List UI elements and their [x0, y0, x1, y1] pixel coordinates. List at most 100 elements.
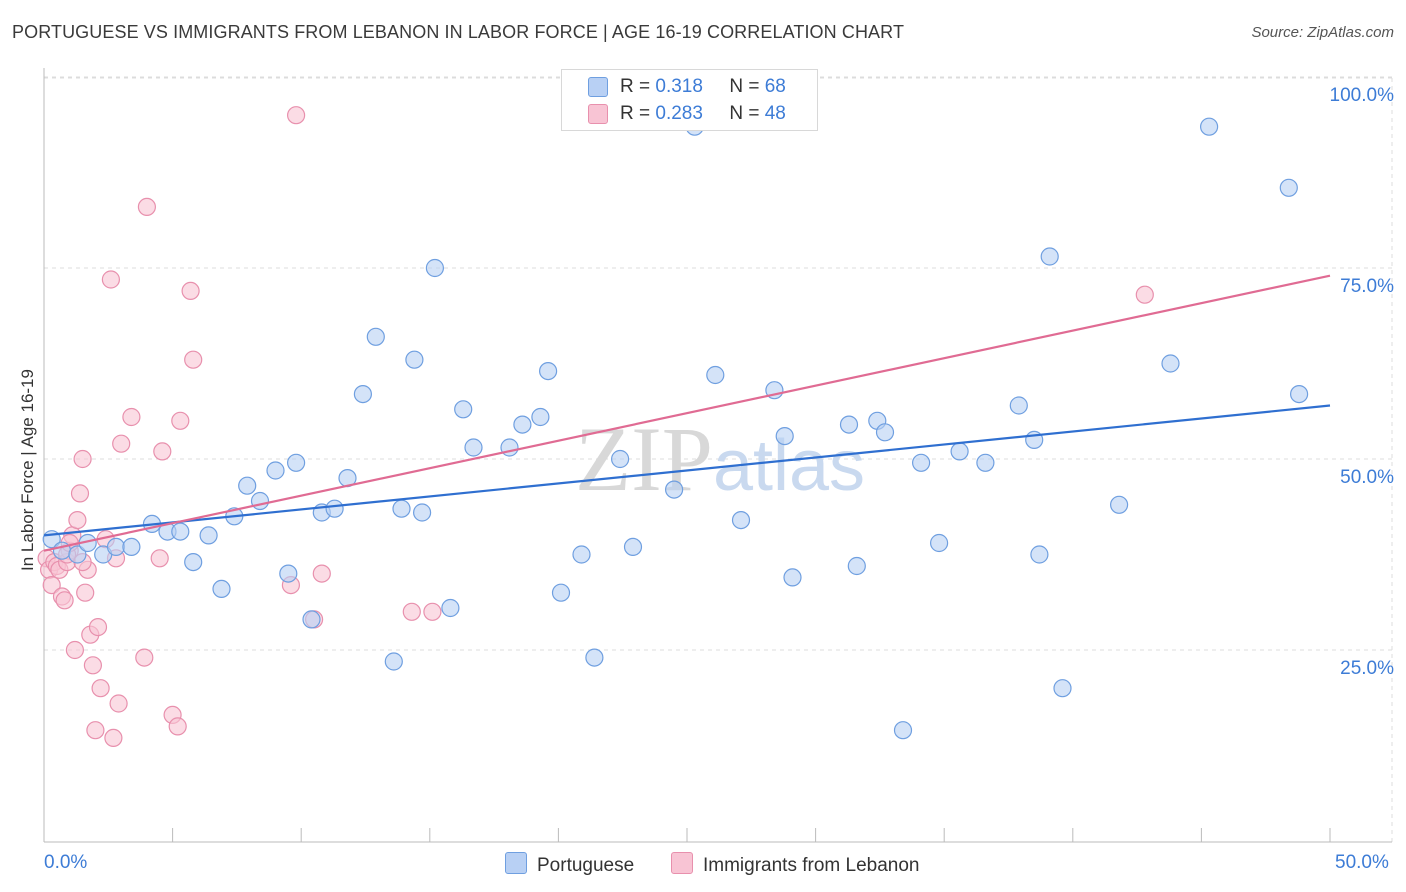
lebanon-point	[109, 694, 128, 713]
lebanon-point	[423, 602, 442, 621]
portuguese-point	[287, 453, 306, 472]
lebanon-point	[402, 602, 421, 621]
portuguese-point	[384, 652, 403, 671]
portuguese-legend-swatch	[505, 852, 527, 874]
lebanon-trend-line	[43, 274, 1331, 552]
portuguese-point	[353, 385, 372, 404]
portuguese-point	[171, 522, 190, 541]
portuguese-point	[976, 453, 995, 472]
lebanon-point	[122, 407, 141, 427]
portuguese-point	[325, 499, 344, 518]
portuguese-point	[1030, 545, 1049, 564]
lebanon-point	[86, 721, 105, 740]
portuguese-point	[199, 526, 218, 545]
portuguese-point	[1199, 117, 1219, 136]
lebanon-point	[150, 549, 169, 568]
portuguese-r-value: 0.318	[655, 76, 703, 97]
lebanon-point	[112, 434, 131, 453]
portuguese-point	[538, 362, 558, 381]
y-tick-label: 50.0%	[1340, 467, 1394, 488]
portuguese-point	[731, 510, 751, 530]
lebanon-point	[181, 281, 200, 300]
lebanon-swatch	[588, 104, 608, 124]
lebanon-legend-label: Immigrants from Lebanon	[703, 855, 920, 876]
portuguese-point	[212, 579, 231, 599]
lebanon-point	[168, 717, 187, 736]
portuguese-n-label: N =	[729, 76, 760, 97]
lebanon-point	[153, 442, 172, 461]
portuguese-point	[1040, 247, 1059, 266]
lebanon-point	[55, 591, 74, 610]
lebanon-point	[287, 106, 306, 125]
portuguese-point	[706, 365, 725, 385]
portuguese-point	[783, 568, 802, 587]
portuguese-n-value: 68	[764, 76, 786, 97]
portuguese-point	[893, 721, 913, 740]
lebanon-point	[68, 510, 87, 530]
portuguese-point	[405, 350, 424, 369]
portuguese-point	[1109, 495, 1129, 514]
portuguese-point	[238, 476, 257, 495]
portuguese-point	[1053, 679, 1072, 698]
portuguese-trend-line	[43, 404, 1331, 537]
portuguese-point	[106, 537, 126, 557]
portuguese-point	[513, 415, 532, 434]
portuguese-point	[551, 583, 571, 602]
lebanon-r-label: R =	[620, 103, 651, 124]
lebanon-r-value: 0.283	[655, 103, 703, 124]
portuguese-point	[775, 427, 794, 446]
portuguese-point	[122, 537, 141, 557]
portuguese-point	[266, 461, 285, 480]
portuguese-point	[1161, 354, 1180, 373]
lebanon-point	[184, 350, 203, 369]
lebanon-point	[76, 583, 95, 602]
lebanon-point	[137, 197, 156, 216]
portuguese-point	[911, 453, 931, 472]
portuguese-point	[425, 258, 444, 278]
portuguese-point	[250, 491, 270, 511]
lebanon-point	[73, 449, 92, 469]
portuguese-point	[664, 480, 684, 499]
portuguese-r-label: R =	[620, 76, 651, 97]
lebanon-point	[171, 411, 190, 430]
portuguese-point	[413, 503, 432, 522]
bottom-legend-portuguese: Portuguese	[505, 852, 634, 877]
lebanon-point	[83, 656, 103, 675]
portuguese-point	[279, 564, 298, 583]
lebanon-point	[65, 640, 85, 660]
lebanon-point	[42, 575, 61, 595]
portuguese-point	[950, 442, 969, 461]
portuguese-point	[585, 648, 604, 667]
portuguese-point	[839, 415, 859, 434]
portuguese-point	[875, 423, 895, 442]
portuguese-point	[464, 438, 483, 457]
portuguese-point	[441, 598, 460, 618]
portuguese-point	[623, 537, 643, 557]
axes	[43, 68, 1392, 843]
bottom-legend-lebanon: Immigrants from Lebanon	[671, 852, 920, 877]
stats-legend: R = 0.318 N = 68 R = 0.283 N = 48	[561, 69, 818, 131]
portuguese-point	[1009, 396, 1028, 415]
watermark-zip: ZIP	[575, 408, 713, 510]
y-tick-label: 25.0%	[1340, 658, 1394, 679]
portuguese-point	[929, 533, 949, 553]
portuguese-point	[1279, 178, 1298, 197]
y-axis-label: In Labor Force | Age 16-19	[18, 369, 37, 571]
trend-lines	[43, 274, 1331, 552]
lebanon-point	[88, 617, 108, 637]
portuguese-swatch	[588, 77, 608, 97]
lebanon-point	[135, 648, 154, 667]
lebanon-point	[1135, 285, 1154, 304]
portuguese-point	[454, 400, 473, 419]
portuguese-point	[610, 449, 630, 469]
portuguese-point	[531, 407, 550, 427]
lebanon-point	[312, 564, 331, 583]
portuguese-point	[572, 545, 591, 564]
portuguese-point	[184, 552, 203, 572]
x-tick-label-right: 50.0%	[1335, 852, 1389, 873]
y-tick-label: 75.0%	[1340, 276, 1394, 297]
portuguese-point	[392, 499, 411, 518]
lebanon-point	[101, 270, 121, 289]
source-label: Source: ZipAtlas.com	[1251, 24, 1394, 41]
lebanon-point	[104, 728, 123, 748]
